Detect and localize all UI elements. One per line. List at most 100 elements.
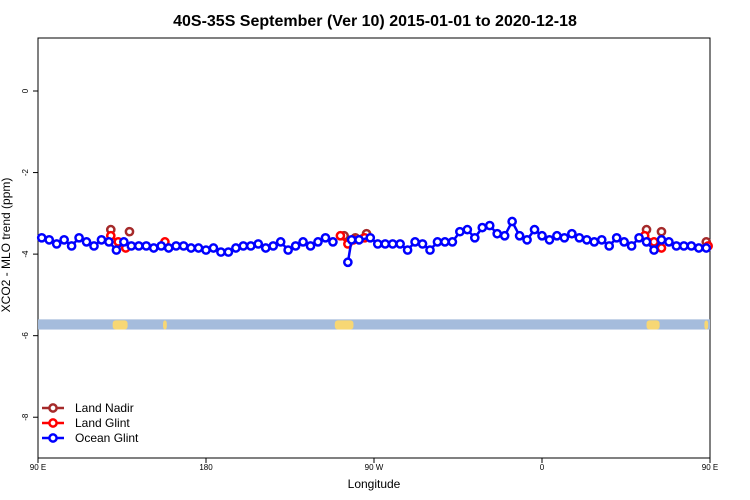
data-point [126, 241, 137, 251]
data-point [156, 241, 167, 251]
data-point [410, 237, 420, 247]
data-point [346, 234, 357, 245]
data-point [124, 226, 135, 237]
data-point [36, 232, 47, 243]
y-tick-label: -8 [21, 413, 30, 421]
data-point [574, 232, 585, 243]
data-point [634, 232, 644, 243]
data-point [469, 232, 480, 243]
data-point [223, 247, 234, 257]
data-point [402, 245, 413, 255]
data-point [693, 243, 704, 253]
data-point [201, 245, 211, 255]
data-point [163, 243, 174, 253]
legend-swatch-marker [48, 418, 58, 428]
x-tick-label: 0 [540, 463, 545, 472]
y-tick-label: -4 [21, 250, 30, 258]
y-axis: 0 -2 -4 -6 -8 [21, 88, 38, 421]
data-point [313, 237, 323, 247]
x-axis-label: Longitude [348, 477, 401, 491]
data-point [686, 241, 697, 251]
data-point [111, 245, 122, 255]
data-point [656, 226, 667, 237]
legend-label: Land Glint [75, 416, 130, 430]
data-point [290, 241, 301, 251]
data-point [581, 234, 592, 245]
land-patch [163, 320, 167, 330]
data-point [462, 224, 473, 235]
series-group [36, 216, 712, 268]
x-tick-label: 180 [199, 463, 213, 472]
data-point [425, 245, 435, 255]
data-point [440, 237, 450, 247]
y-tick-label: -6 [21, 332, 30, 340]
x-tick-label: 90 E [30, 463, 46, 472]
series-ocean-glint [36, 216, 712, 268]
data-point [701, 243, 712, 253]
data-point [380, 239, 391, 249]
data-point [231, 243, 241, 253]
data-point [365, 232, 376, 243]
data-point [499, 230, 510, 241]
data-point [81, 237, 92, 247]
data-point [245, 241, 256, 251]
data-point [372, 239, 383, 249]
data-point [395, 239, 405, 249]
data-point [596, 234, 607, 245]
data-point [649, 245, 659, 255]
x-tick-label: 90 E [702, 463, 718, 472]
land-patch [646, 320, 660, 330]
ocean-band [38, 319, 710, 330]
data-point [171, 241, 181, 251]
data-point [589, 237, 600, 247]
y-tick-label: 0 [21, 88, 30, 93]
data-point [320, 232, 331, 243]
data-point [328, 237, 338, 247]
data-point [559, 232, 570, 243]
y-axis-label: XCO2 - MLO trend (ppm) [0, 178, 13, 313]
land-patch [704, 320, 709, 330]
data-point [298, 237, 308, 247]
x-tick-label: 90 W [365, 463, 384, 472]
data-point [89, 241, 99, 251]
data-point [216, 247, 226, 257]
legend-swatch-marker [48, 403, 58, 413]
data-point [133, 241, 144, 251]
data-point [335, 230, 346, 241]
chart-title: 40S-35S September (Ver 10) 2015-01-01 to… [173, 13, 577, 30]
data-point [604, 241, 615, 251]
data-point [529, 224, 540, 235]
land-ocean-band [38, 319, 710, 330]
data-point [664, 237, 674, 247]
data-point [104, 237, 114, 247]
data-point [626, 241, 637, 251]
data-point [507, 216, 517, 227]
data-point [447, 237, 458, 247]
data-point [343, 257, 353, 268]
data-point [178, 241, 189, 251]
legend-label: Land Nadir [75, 401, 134, 415]
data-point [492, 228, 503, 239]
data-point [484, 220, 495, 231]
data-point [66, 241, 77, 251]
legend-label: Ocean Glint [75, 431, 139, 445]
data-point [514, 230, 525, 241]
data-point [193, 243, 204, 253]
data-point [148, 243, 159, 253]
data-point [387, 239, 398, 249]
data-point [96, 234, 107, 245]
land-patch [334, 320, 354, 330]
legend-swatch-marker [48, 433, 58, 443]
data-point [432, 237, 443, 247]
data-point [567, 228, 577, 239]
data-point [611, 232, 622, 243]
data-point [455, 226, 465, 237]
data-point [253, 239, 264, 249]
data-point [522, 234, 532, 245]
data-point [656, 243, 667, 253]
data-point [552, 230, 562, 241]
data-point [417, 239, 428, 249]
data-point [59, 234, 69, 245]
